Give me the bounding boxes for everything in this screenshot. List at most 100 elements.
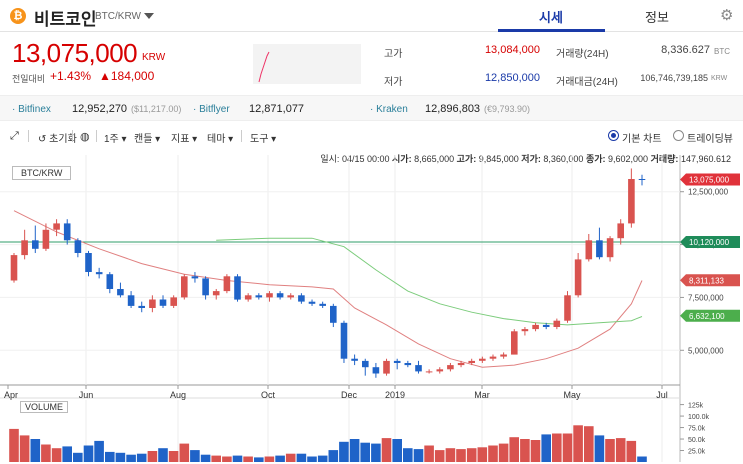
tradingview-label[interactable]: 트레이딩뷰 [687, 134, 733, 145]
volume-bar [424, 445, 434, 462]
candle-body [63, 223, 71, 241]
expand-icon[interactable]: ⤢ [10, 130, 19, 142]
candle-body [42, 229, 50, 249]
candle-body [585, 240, 593, 260]
candle-body [638, 179, 646, 180]
volume-bar [584, 426, 594, 462]
volume-bar [615, 438, 626, 462]
candle-dropdown[interactable]: 캔들 ▾ [134, 134, 161, 145]
volume-bar [456, 449, 466, 462]
candle-body [95, 272, 103, 275]
volume-bar [371, 443, 381, 462]
tools-dropdown[interactable]: 도구 ▾ [250, 134, 277, 145]
volume-bar [552, 433, 562, 462]
y-tick-label: 12,500,000 [688, 188, 729, 197]
candle-body [298, 295, 305, 302]
candle-body [383, 360, 390, 374]
volume-bar [254, 457, 264, 462]
volume-bar [94, 440, 104, 462]
volume-bar [264, 456, 275, 462]
toolbar-divider [241, 130, 242, 142]
volume-bar [339, 441, 349, 462]
volume-bar [158, 448, 168, 462]
candle-body [436, 369, 444, 372]
volume-bar [477, 447, 488, 462]
low-label: 저가 [384, 77, 403, 88]
candle-body [138, 305, 145, 308]
tab-market[interactable]: 시세 [539, 10, 563, 25]
candle-body [596, 240, 603, 258]
price-unit: KRW [142, 52, 166, 63]
candlestick-chart[interactable]: Apr Jun Aug Oct Dec 2019 Mar May Jul 12,500,000 10… [0, 150, 743, 464]
volume24-value: 8,336.627 [661, 44, 710, 56]
exchange-eur-kraken: (€9,793.90) [484, 104, 531, 114]
basic-chart-radio[interactable] [608, 130, 619, 141]
volume24-label: 거래량(24H) [556, 49, 609, 60]
gear-icon[interactable]: ⚙ [720, 7, 734, 24]
candle-body [479, 358, 486, 361]
indicator-dropdown[interactable]: 지표 ▾ [171, 134, 198, 145]
volume-bar [307, 456, 317, 462]
volume-bar [317, 455, 328, 462]
volume-bar [573, 425, 583, 462]
candle-body [308, 301, 316, 304]
exchange-name-bitfinex[interactable]: · Bitfinex [12, 104, 51, 115]
price-tag [680, 236, 740, 249]
mini-chart-line [258, 51, 270, 83]
volume-bar [19, 435, 30, 462]
volume-bar [83, 445, 94, 462]
x-tick-label: Oct [261, 390, 276, 400]
tab-info[interactable]: 정보 [645, 10, 669, 25]
y-tick-label: 7,500,000 [688, 293, 724, 302]
exchange-name-bitflyer[interactable]: · Bitflyer [193, 104, 230, 115]
volume-tick-label: 50.0k [688, 437, 706, 444]
volume-bar [222, 456, 232, 462]
volume-bar [530, 440, 541, 462]
basic-chart-label[interactable]: 기본 차트 [622, 134, 662, 145]
x-tick-label: Aug [170, 390, 186, 400]
candle-body [149, 299, 156, 308]
volume-bar [275, 455, 285, 462]
globe-icon[interactable]: ◍ [80, 131, 90, 143]
volume-bar [200, 454, 211, 462]
tradingview-radio[interactable] [673, 130, 684, 141]
volume-bar [115, 452, 126, 462]
x-tick-label: May [563, 390, 581, 400]
change-amount: ▲184,000 [99, 69, 155, 83]
toolbar-divider [28, 130, 29, 142]
y-tick-label: 5,000,000 [688, 346, 724, 355]
x-tick-label: Jun [79, 390, 94, 400]
candle-body [362, 360, 369, 368]
candle-body [447, 365, 454, 370]
price-tag [680, 173, 740, 186]
volume-tick-label: 25.0k [688, 449, 706, 456]
ohlc-info: 일시: 04/15 00:00 시가: 8,665,000 고가: 9,845,… [320, 154, 731, 164]
candle-body [191, 276, 199, 279]
candle-body [606, 238, 614, 258]
reset-button[interactable]: ↺ 초기화 [38, 134, 77, 145]
period-dropdown[interactable]: 1주 ▾ [104, 134, 127, 145]
candle-body [372, 367, 380, 374]
coin-pair: BTC/KRW [95, 11, 141, 22]
theme-dropdown[interactable]: 테마 ▾ [207, 134, 234, 145]
candle-body [393, 360, 401, 363]
volume-tick-label: 125k [688, 403, 704, 410]
bitcoin-logo-icon: ₿ [10, 8, 26, 24]
volume-bar [520, 439, 530, 462]
price-tag-label: 8,311,133 [689, 276, 725, 285]
coin-dropdown-icon[interactable] [144, 13, 154, 19]
volume-bar [498, 443, 509, 462]
candle-body [319, 303, 326, 306]
candle-body [53, 223, 60, 230]
x-tick-label: Apr [4, 390, 18, 400]
amount24-unit: KRW [711, 75, 728, 82]
change-percent: +1.43% [50, 69, 92, 83]
candle-body [234, 276, 241, 300]
volume24-unit: BTC [714, 47, 730, 56]
moving-average-fast [13, 210, 643, 368]
candle-body [117, 289, 124, 296]
candle-body [181, 276, 188, 298]
candle-body [340, 322, 348, 359]
candle-body [85, 253, 92, 272]
exchange-name-kraken[interactable]: · Kraken [370, 104, 408, 115]
